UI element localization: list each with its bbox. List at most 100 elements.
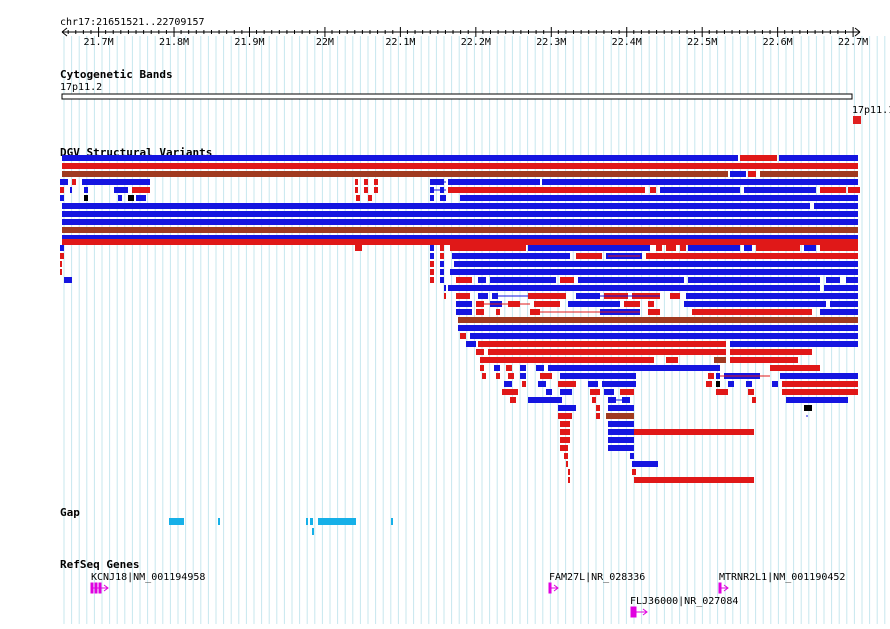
dgv-variant[interactable]	[756, 245, 800, 251]
dgv-variant[interactable]	[820, 245, 858, 251]
dgv-variant[interactable]	[62, 235, 858, 241]
dgv-variant[interactable]	[692, 309, 812, 315]
dgv-variant[interactable]	[356, 195, 360, 201]
cytoband-17p11-1[interactable]	[853, 116, 861, 124]
dgv-variant[interactable]	[576, 293, 600, 299]
dgv-variant[interactable]	[476, 309, 484, 315]
dgv-variant[interactable]	[374, 179, 378, 185]
dgv-variant[interactable]	[568, 477, 570, 483]
dgv-variant[interactable]	[506, 365, 512, 371]
dgv-variant[interactable]	[744, 187, 816, 193]
dgv-variant[interactable]	[470, 333, 858, 339]
dgv-variant[interactable]	[560, 429, 570, 435]
dgv-variant[interactable]	[520, 365, 526, 371]
dgv-variant[interactable]	[670, 293, 680, 299]
dgv-variant[interactable]	[590, 389, 600, 395]
dgv-variant[interactable]	[440, 195, 446, 201]
dgv-variant[interactable]	[648, 309, 660, 315]
dgv-variant[interactable]	[496, 309, 500, 315]
dgv-variant[interactable]	[770, 365, 820, 371]
dgv-variant[interactable]	[708, 373, 714, 379]
dgv-variant[interactable]	[440, 277, 444, 283]
dgv-variant[interactable]	[620, 389, 634, 395]
dgv-variant[interactable]	[826, 277, 840, 283]
dgv-variant[interactable]	[440, 245, 444, 251]
dgv-variant[interactable]	[456, 301, 472, 307]
dgv-variant[interactable]	[494, 365, 500, 371]
dgv-variant[interactable]	[60, 261, 62, 267]
dgv-variant[interactable]	[608, 429, 634, 435]
dgv-variant[interactable]	[492, 293, 498, 299]
dgv-variant[interactable]	[62, 227, 858, 233]
dgv-variant[interactable]	[430, 253, 434, 259]
dgv-variant[interactable]	[70, 187, 72, 193]
dgv-variant[interactable]	[558, 405, 576, 411]
dgv-variant[interactable]	[114, 187, 128, 193]
dgv-variant[interactable]	[596, 413, 600, 419]
dgv-variant[interactable]	[820, 309, 858, 315]
dgv-variant[interactable]	[779, 155, 858, 161]
dgv-variant[interactable]	[440, 269, 444, 275]
ruler-track[interactable]: chr17:21651521..22709157 21.7M 21.8M 21.9M…	[60, 17, 868, 48]
dgv-variant[interactable]	[632, 461, 658, 467]
dgv-variant[interactable]	[714, 357, 726, 363]
dgv-variant[interactable]	[630, 453, 634, 459]
dgv-variant[interactable]	[450, 269, 858, 275]
dgv-variant[interactable]	[530, 309, 540, 315]
dgv-variant[interactable]	[772, 381, 778, 387]
dgv-variant[interactable]	[448, 187, 645, 193]
dgv-variant[interactable]	[444, 293, 446, 299]
dgv-variant[interactable]	[62, 163, 858, 169]
dgv-variant[interactable]	[730, 349, 812, 355]
dgv-variant[interactable]	[728, 381, 734, 387]
dgv-variant[interactable]	[782, 381, 858, 387]
dgv-variant[interactable]	[452, 253, 570, 259]
dgv-variant[interactable]	[560, 437, 570, 443]
dgv-variant[interactable]	[588, 381, 598, 387]
dgv-variant[interactable]	[430, 195, 434, 201]
dgv-variant[interactable]	[740, 155, 777, 161]
dgv-variant[interactable]	[355, 187, 358, 193]
dgv-variant[interactable]	[454, 261, 858, 267]
dgv-variant[interactable]	[60, 245, 64, 251]
dgv-variant[interactable]	[480, 357, 654, 363]
dgv-variant[interactable]	[374, 187, 378, 193]
gap-track[interactable]: Gap	[60, 506, 393, 535]
dgv-variant[interactable]	[680, 245, 686, 251]
dgv-variant[interactable]	[568, 301, 620, 307]
dgv-variant[interactable]	[502, 389, 518, 395]
dgv-variant[interactable]	[632, 469, 636, 475]
dgv-variant[interactable]	[62, 155, 738, 161]
dgv-variant[interactable]	[760, 171, 858, 177]
dgv-variant[interactable]	[814, 203, 858, 209]
dgv-variant[interactable]	[440, 261, 444, 267]
dgv-variant[interactable]	[62, 203, 810, 209]
dgv-variant[interactable]	[448, 285, 820, 291]
dgv-variant[interactable]	[666, 245, 676, 251]
dgv-variant[interactable]	[730, 341, 858, 347]
dgv-variant[interactable]	[60, 253, 64, 259]
dgv-variant[interactable]	[364, 179, 368, 185]
gap-feature[interactable]	[318, 518, 356, 525]
dgv-variant[interactable]	[488, 349, 726, 355]
dgv-variant[interactable]	[520, 373, 526, 379]
dgv-variant[interactable]	[730, 171, 746, 177]
cytoband-track[interactable]: Cytogenetic Bands 17p11.2 17p11.1	[60, 68, 890, 124]
dgv-variant[interactable]	[476, 349, 484, 355]
dgv-variant[interactable]	[64, 277, 72, 283]
gap-feature[interactable]	[306, 518, 308, 525]
dgv-variant[interactable]	[634, 429, 754, 435]
dgv-variant[interactable]	[666, 357, 678, 363]
gene-mtrnr2l1[interactable]: MTRNR2L1|NM_001190452	[718, 572, 845, 594]
dgv-variant[interactable]	[355, 179, 358, 185]
dgv-variant[interactable]	[508, 373, 514, 379]
dgv-variant[interactable]	[460, 195, 858, 201]
gene-model-mtrnr2l1[interactable]	[718, 582, 729, 594]
gap-feature[interactable]	[391, 518, 393, 525]
dgv-variant[interactable]	[458, 317, 858, 323]
gap-feature[interactable]	[312, 528, 314, 535]
gene-model-kcnj18[interactable]	[90, 582, 109, 594]
dgv-variant[interactable]	[84, 195, 88, 201]
dgv-variant[interactable]	[528, 397, 562, 403]
dgv-variant[interactable]	[430, 277, 434, 283]
